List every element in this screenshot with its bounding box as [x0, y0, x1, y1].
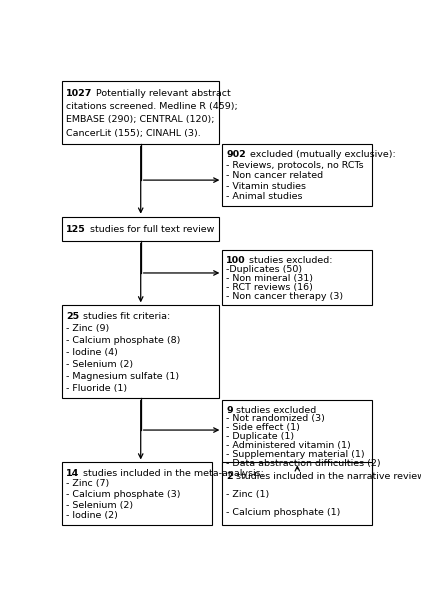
Text: EMBASE (290); CENTRAL (120);: EMBASE (290); CENTRAL (120);	[67, 115, 215, 124]
Text: - Side effect (1): - Side effect (1)	[226, 424, 300, 433]
Text: CancerLit (155); CINAHL (3).: CancerLit (155); CINAHL (3).	[67, 129, 201, 138]
Text: 100: 100	[226, 256, 246, 265]
Text: - Selenium (2): - Selenium (2)	[67, 500, 133, 509]
FancyBboxPatch shape	[222, 463, 373, 525]
Text: 125: 125	[67, 225, 86, 234]
Text: 9: 9	[226, 406, 233, 415]
Text: 2: 2	[226, 472, 233, 481]
Text: studies excluded: studies excluded	[234, 406, 317, 415]
Text: - RCT reviews (16): - RCT reviews (16)	[226, 283, 313, 292]
FancyBboxPatch shape	[222, 250, 373, 305]
Text: - Calcium phosphate (8): - Calcium phosphate (8)	[67, 336, 181, 345]
Text: excluded (mutually exclusive):: excluded (mutually exclusive):	[247, 150, 395, 159]
Text: 25: 25	[67, 312, 80, 321]
Text: - Non mineral (31): - Non mineral (31)	[226, 274, 313, 283]
Text: - Supplementary material (1): - Supplementary material (1)	[226, 450, 365, 459]
Text: - Magnesium sulfate (1): - Magnesium sulfate (1)	[67, 371, 179, 380]
Text: studies fit criteria:: studies fit criteria:	[80, 312, 171, 321]
Text: - Iodine (2): - Iodine (2)	[67, 511, 118, 520]
FancyBboxPatch shape	[62, 463, 213, 525]
Text: - Zinc (7): - Zinc (7)	[67, 479, 109, 488]
Text: - Animal studies: - Animal studies	[226, 193, 303, 202]
Text: - Calcium phosphate (3): - Calcium phosphate (3)	[67, 490, 181, 499]
Text: - Administered vitamin (1): - Administered vitamin (1)	[226, 441, 351, 450]
Text: - Selenium (2): - Selenium (2)	[67, 360, 133, 369]
Text: Potentially relevant abstract: Potentially relevant abstract	[93, 89, 231, 98]
Text: - Calcium phosphate (1): - Calcium phosphate (1)	[226, 508, 341, 517]
Text: - Zinc (1): - Zinc (1)	[226, 490, 269, 499]
Text: citations screened. Medline R (459);: citations screened. Medline R (459);	[67, 102, 238, 111]
Text: - Reviews, protocols, no RCTs: - Reviews, protocols, no RCTs	[226, 161, 364, 170]
Text: 1027: 1027	[67, 89, 93, 98]
Text: - Non cancer related: - Non cancer related	[226, 171, 323, 180]
Text: 902: 902	[226, 150, 246, 159]
Text: - Iodine (4): - Iodine (4)	[67, 348, 118, 357]
Text: - Not randomized (3): - Not randomized (3)	[226, 415, 325, 424]
Text: - Duplicate (1): - Duplicate (1)	[226, 432, 294, 441]
Text: studies excluded:: studies excluded:	[246, 256, 333, 265]
FancyBboxPatch shape	[222, 143, 373, 206]
Text: - Vitamin studies: - Vitamin studies	[226, 182, 306, 191]
Text: studies for full text review: studies for full text review	[87, 225, 214, 234]
FancyBboxPatch shape	[62, 217, 219, 241]
Text: -Duplicates (50): -Duplicates (50)	[226, 265, 302, 274]
FancyBboxPatch shape	[222, 400, 373, 472]
FancyBboxPatch shape	[62, 305, 219, 398]
Text: studies included in the narrative review: studies included in the narrative review	[234, 472, 421, 481]
Text: - Data abstraction difficulties (2): - Data abstraction difficulties (2)	[226, 459, 381, 468]
Text: - Zinc (9): - Zinc (9)	[67, 324, 109, 333]
Text: studies included in the meta-analysis:: studies included in the meta-analysis:	[80, 469, 264, 478]
FancyBboxPatch shape	[62, 81, 219, 143]
Text: 14: 14	[67, 469, 80, 478]
Text: - Non cancer therapy (3): - Non cancer therapy (3)	[226, 292, 344, 301]
Text: - Fluoride (1): - Fluoride (1)	[67, 383, 128, 392]
